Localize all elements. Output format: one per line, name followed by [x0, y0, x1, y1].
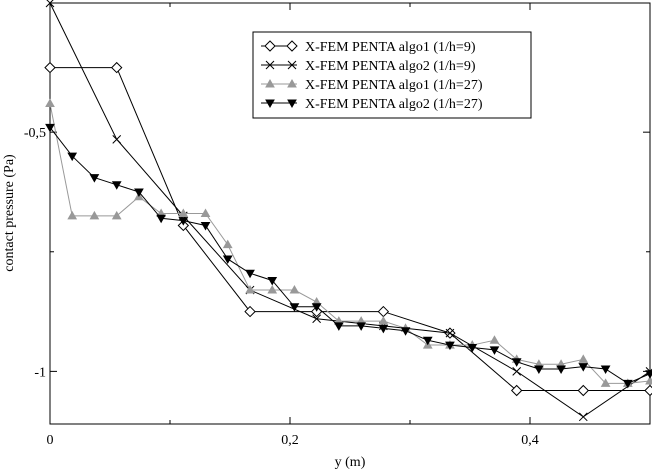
- data-point: [645, 375, 652, 385]
- data-point: [378, 324, 389, 334]
- data-point: [267, 285, 278, 294]
- data-point: [511, 358, 522, 367]
- legend-marker: [265, 60, 275, 70]
- data-point: [244, 305, 256, 318]
- data-point: [312, 314, 321, 324]
- series-layer: [44, 0, 652, 422]
- data-point: [622, 379, 633, 389]
- data-point: [578, 363, 589, 372]
- data-point: [510, 384, 523, 397]
- data-point: [578, 412, 588, 422]
- legend-marker: [265, 99, 275, 109]
- data-point: [489, 335, 500, 344]
- data-point: [400, 327, 411, 336]
- legend-marker: [286, 40, 298, 52]
- x-tick-label: 0: [47, 433, 54, 448]
- data-point: [245, 269, 255, 279]
- y-tick-label: -0,5: [24, 126, 46, 141]
- data-point: [445, 328, 455, 338]
- legend: X-FEM PENTA algo1 (1/h=9) X-FEM PENTA alg…: [252, 31, 532, 119]
- data-point: [311, 303, 322, 312]
- x-tick-label: 0,4: [521, 433, 539, 448]
- data-point: [267, 276, 278, 286]
- legend-label: X-FEM PENTA algo2 (1/h=9): [305, 59, 476, 74]
- legend-marker: [287, 78, 297, 88]
- data-point: [577, 384, 589, 397]
- data-point: [67, 210, 78, 220]
- data-point: [289, 303, 300, 312]
- data-point: [200, 208, 211, 217]
- series-3: [45, 98, 652, 387]
- data-point: [134, 188, 144, 197]
- data-point: [445, 341, 455, 351]
- legend-marker: [287, 60, 297, 70]
- data-point: [222, 255, 233, 264]
- data-point: [489, 346, 500, 355]
- series-line: [49, 103, 651, 384]
- data-point: [89, 174, 100, 183]
- legend-item: X-FEM PENTA algo2 (1/h=9): [261, 59, 476, 74]
- series-4: [45, 123, 652, 389]
- series-line: [49, 2, 651, 418]
- data-point: [600, 378, 611, 387]
- data-point: [333, 322, 344, 331]
- data-point: [222, 239, 233, 249]
- data-point: [512, 367, 522, 376]
- data-point: [289, 285, 300, 294]
- data-point: [467, 343, 478, 353]
- data-point: [111, 210, 122, 220]
- data-point: [45, 0, 55, 8]
- data-point: [45, 98, 55, 107]
- axis-ticks: 0 0,2 0,4 -0,5 -1: [24, 3, 650, 448]
- legend-label: X-FEM PENTA algo1 (1/h=9): [305, 40, 476, 55]
- legend-marker: [287, 99, 297, 109]
- legend-item: X-FEM PENTA algo1 (1/h=27): [261, 78, 483, 93]
- data-point: [377, 305, 390, 318]
- series-line: [49, 127, 651, 384]
- y-tick-label: -1: [34, 365, 46, 380]
- data-point: [44, 61, 56, 74]
- data-point: [578, 354, 589, 363]
- data-point: [178, 217, 189, 226]
- legend-marker: [265, 78, 275, 88]
- legend-box: [252, 31, 532, 119]
- data-point: [556, 365, 566, 374]
- plot-frame: [49, 2, 651, 425]
- data-point: [178, 208, 189, 217]
- legend-marker: [264, 40, 276, 52]
- data-point: [356, 322, 367, 331]
- data-point: [67, 152, 78, 162]
- data-point: [245, 285, 255, 294]
- data-point: [378, 316, 389, 325]
- data-point: [600, 365, 611, 374]
- data-point: [422, 336, 433, 346]
- y-axis-label: contact pressure (Pa): [2, 154, 17, 272]
- x-axis-label: y (m): [335, 455, 366, 470]
- data-point: [111, 61, 123, 74]
- data-point: [200, 221, 211, 231]
- data-point: [534, 365, 544, 374]
- data-point: [644, 384, 652, 397]
- data-point: [156, 214, 166, 224]
- data-point: [645, 370, 652, 379]
- legend-label: X-FEM PENTA algo1 (1/h=27): [305, 78, 483, 93]
- x-tick-label: 0,2: [281, 433, 299, 448]
- legend-label: X-FEM PENTA algo2 (1/h=27): [305, 97, 483, 112]
- series-1: [44, 61, 652, 397]
- data-point: [45, 123, 55, 133]
- data-point: [89, 210, 100, 220]
- data-point: [111, 181, 122, 190]
- series-line: [50, 67, 650, 392]
- data-point: [112, 134, 122, 144]
- legend-item: X-FEM PENTA algo2 (1/h=27): [261, 97, 483, 112]
- legend-item: X-FEM PENTA algo1 (1/h=9): [261, 40, 476, 55]
